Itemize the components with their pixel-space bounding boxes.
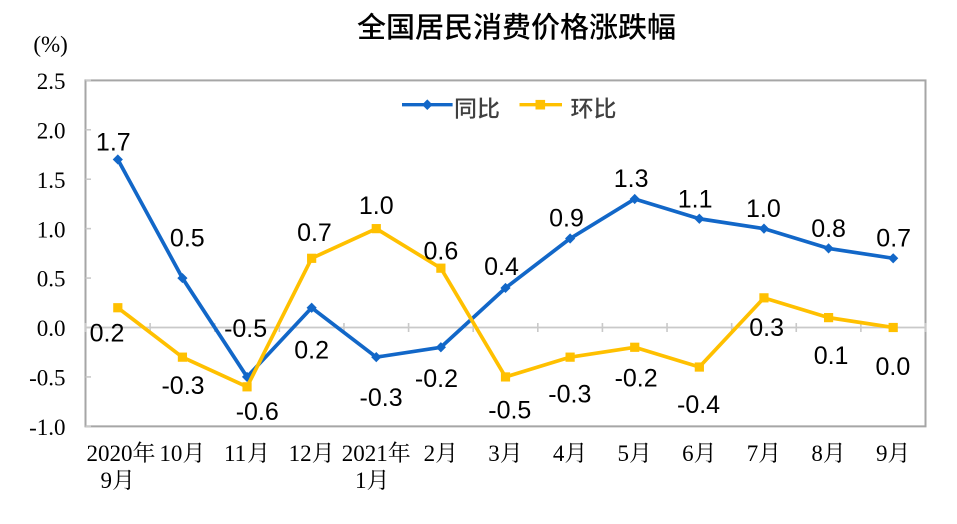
svg-text:-0.4: -0.4: [677, 391, 720, 419]
svg-text:0.1: 0.1: [814, 342, 849, 370]
svg-text:12: 12: [289, 441, 312, 466]
svg-text:(%): (%): [33, 32, 67, 57]
svg-text:0.5: 0.5: [37, 267, 66, 292]
svg-text:11: 11: [224, 441, 246, 466]
svg-text:0.0: 0.0: [876, 353, 911, 381]
svg-text:2: 2: [424, 441, 436, 466]
svg-text:2.5: 2.5: [37, 69, 66, 94]
svg-text:1.0: 1.0: [746, 195, 781, 223]
svg-text:-0.2: -0.2: [415, 365, 458, 393]
svg-text:0.2: 0.2: [294, 337, 329, 365]
svg-text:-0.3: -0.3: [360, 384, 403, 412]
svg-text:0.3: 0.3: [749, 314, 784, 342]
svg-text:0.6: 0.6: [423, 238, 458, 266]
svg-text:0.8: 0.8: [811, 215, 846, 243]
svg-text:-0.3: -0.3: [161, 372, 204, 400]
svg-text:9: 9: [101, 468, 113, 493]
svg-text:-0.5: -0.5: [224, 315, 267, 343]
svg-text:-0.5: -0.5: [29, 366, 65, 391]
svg-text:0.7: 0.7: [876, 224, 911, 252]
svg-text:-0.5: -0.5: [488, 397, 531, 425]
svg-text:10: 10: [159, 441, 182, 466]
svg-text:9: 9: [876, 441, 888, 466]
svg-text:1.1: 1.1: [678, 185, 713, 213]
svg-text:0.7: 0.7: [297, 219, 332, 247]
svg-text:0.9: 0.9: [549, 204, 584, 232]
svg-text:2.0: 2.0: [37, 118, 66, 143]
svg-text:0.2: 0.2: [90, 319, 125, 347]
svg-text:0.5: 0.5: [170, 225, 205, 253]
svg-text:-0.6: -0.6: [236, 398, 279, 426]
svg-text:-1.0: -1.0: [29, 415, 65, 440]
svg-text:5: 5: [617, 441, 629, 466]
svg-text:1: 1: [355, 468, 367, 493]
svg-text:1.3: 1.3: [614, 165, 649, 193]
svg-text:1.0: 1.0: [359, 192, 394, 220]
svg-text:-0.3: -0.3: [548, 380, 591, 408]
svg-text:1.7: 1.7: [96, 128, 131, 156]
svg-text:1.0: 1.0: [37, 217, 66, 242]
svg-text:3: 3: [488, 441, 500, 466]
svg-text:2021: 2021: [342, 441, 388, 466]
svg-text:1.5: 1.5: [37, 168, 66, 193]
svg-text:4: 4: [553, 441, 565, 466]
svg-text:0.0: 0.0: [37, 316, 66, 341]
svg-text:7: 7: [747, 441, 759, 466]
svg-text:8: 8: [811, 441, 823, 466]
svg-text:0.4: 0.4: [484, 253, 519, 281]
svg-text:2020: 2020: [87, 441, 133, 466]
svg-text:-0.2: -0.2: [615, 364, 658, 392]
svg-text:6: 6: [682, 441, 694, 466]
